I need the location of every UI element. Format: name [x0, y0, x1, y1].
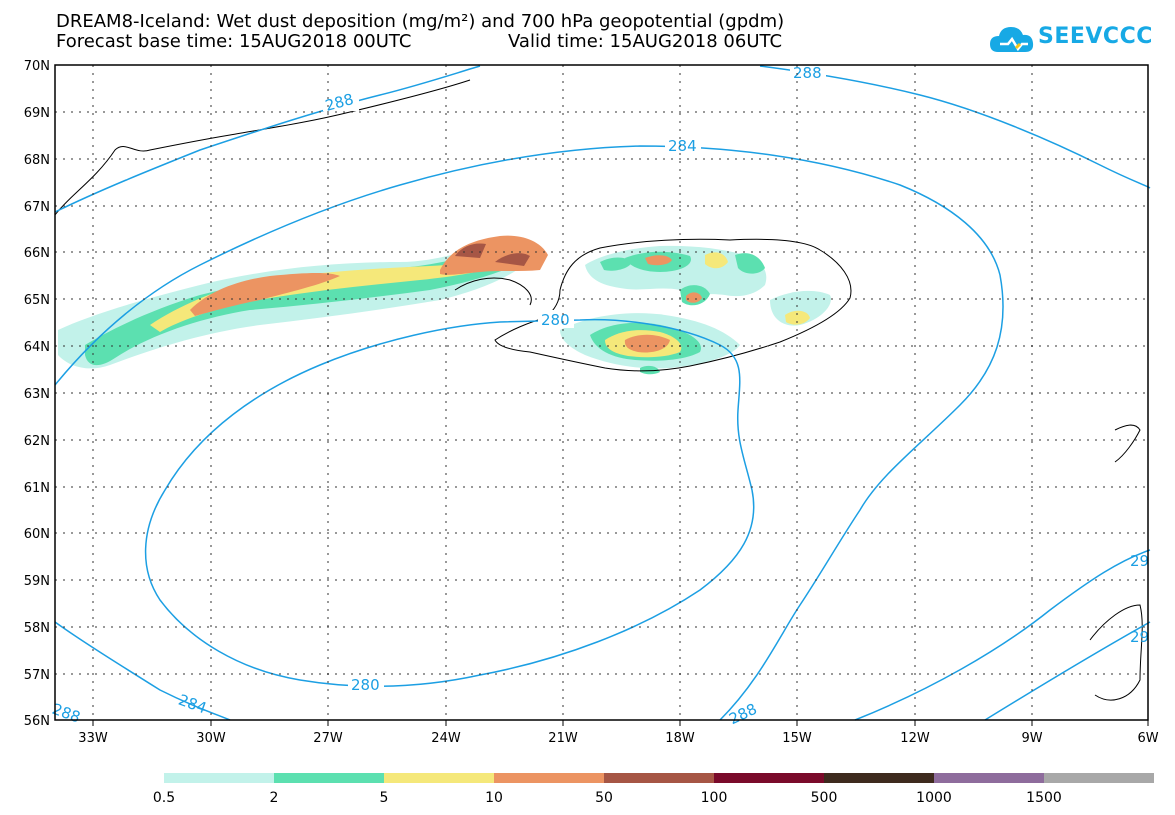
- longitude-labels: 33W 30W 27W 24W 21W 18W 15W 12W 9W 6W: [78, 731, 1158, 746]
- cloud-icon: [990, 27, 1034, 52]
- legend-swatch: [164, 773, 274, 783]
- lon-label: 27W: [313, 731, 343, 746]
- lon-label: 6W: [1137, 731, 1158, 746]
- lon-label: 9W: [1021, 731, 1042, 746]
- contour-label: 288: [793, 64, 822, 82]
- legend-label: 10: [485, 790, 503, 806]
- legend-swatch: [494, 773, 604, 783]
- legend-label: 500: [811, 790, 838, 806]
- lon-label: 12W: [900, 731, 930, 746]
- contour-label: 280: [541, 311, 570, 329]
- lat-label: 69N: [24, 106, 50, 121]
- legend-label: 1000: [916, 790, 952, 806]
- contour-labels: 288 284 280 280 284 288 288 288 29 29: [50, 64, 1149, 728]
- map-frame: [54, 64, 1149, 721]
- lat-label: 60N: [24, 527, 50, 542]
- lon-label: 15W: [782, 731, 812, 746]
- lat-label: 58N: [24, 621, 50, 636]
- lat-label: 65N: [24, 293, 50, 308]
- logo-text: SEEVCCC: [1038, 24, 1153, 49]
- lat-label: 62N: [24, 434, 50, 449]
- lon-label: 33W: [78, 731, 108, 746]
- contour-label: 280: [351, 676, 380, 694]
- legend-swatch: [384, 773, 494, 783]
- legend-swatch: [604, 773, 714, 783]
- valid-time: Valid time: 15AUG2018 06UTC: [508, 31, 783, 52]
- contour-label: 284: [176, 691, 209, 718]
- legend-swatch: [714, 773, 824, 783]
- lat-label: 63N: [24, 387, 50, 402]
- lat-label: 61N: [24, 481, 50, 496]
- legend-label: 1500: [1026, 790, 1062, 806]
- lat-label: 66N: [24, 246, 50, 261]
- lat-label: 56N: [24, 714, 50, 729]
- contour-label: 29: [1130, 628, 1149, 646]
- contour-label: 288: [726, 700, 760, 728]
- legend-label: 5: [380, 790, 389, 806]
- forecast-base-time: Forecast base time: 15AUG2018 00UTC: [56, 31, 412, 52]
- map-title: DREAM8-Iceland: Wet dust deposition (mg/…: [56, 11, 785, 32]
- coastlines: [54, 79, 1143, 701]
- legend-swatch: [824, 773, 934, 783]
- lon-label: 24W: [431, 731, 461, 746]
- geopotential-contours: [54, 65, 1151, 721]
- lon-label: 18W: [665, 731, 695, 746]
- legend-label: 2: [270, 790, 279, 806]
- lat-label: 68N: [24, 153, 50, 168]
- legend-label: 50: [595, 790, 613, 806]
- lat-label: 70N: [24, 59, 50, 74]
- contour-label: 284: [668, 137, 697, 155]
- lat-label: 67N: [24, 200, 50, 215]
- legend-label: 100: [701, 790, 728, 806]
- lat-label: 57N: [24, 668, 50, 683]
- axis-ticks: [92, 720, 1149, 726]
- contour-label: 29: [1130, 552, 1149, 570]
- legend-label: 0.5: [153, 790, 175, 806]
- map-subtitle: Forecast base time: 15AUG2018 00UTC Vali…: [56, 32, 782, 92]
- lon-label: 30W: [196, 731, 226, 746]
- legend-swatch: [274, 773, 384, 783]
- dust-deposition-shading: [58, 235, 831, 375]
- graticule: [55, 65, 1148, 720]
- legend-swatch: [934, 773, 1044, 783]
- legend-swatch: [1044, 773, 1154, 783]
- color-legend: 0.5 2 5 10 50 100 500 1000 1500: [153, 773, 1154, 806]
- latitude-labels: 70N 69N 68N 67N 66N 65N 64N 63N 62N 61N …: [24, 59, 50, 729]
- lat-label: 64N: [24, 340, 50, 355]
- lat-label: 59N: [24, 574, 50, 589]
- lon-label: 21W: [548, 731, 578, 746]
